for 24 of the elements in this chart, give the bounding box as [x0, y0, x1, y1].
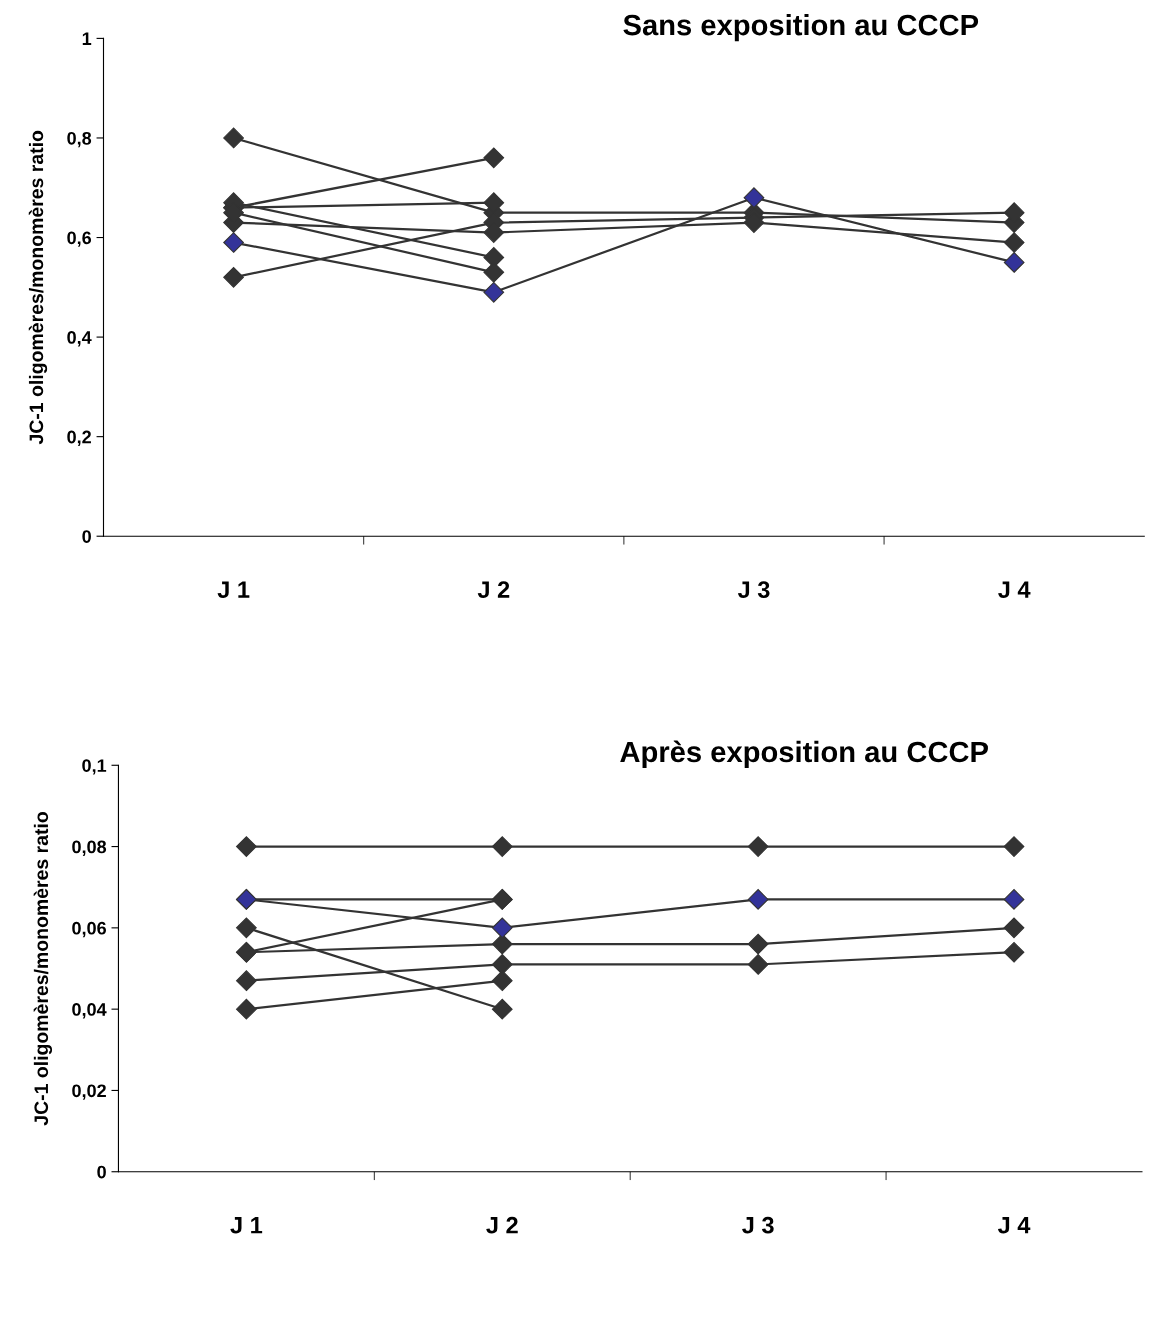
- x-tick-label: J 4: [997, 1217, 1031, 1234]
- x-tick-label: J 4: [998, 581, 1031, 599]
- x-tick-label: J 1: [230, 1217, 263, 1234]
- y-axis-title: JC-1 oligomères/monomères ratio: [33, 812, 53, 1126]
- y-tick-label: 0,02: [72, 1084, 106, 1100]
- y-tick-label: 0,06: [72, 921, 106, 938]
- x-tick-label: J 1: [217, 581, 250, 599]
- y-tick-label: 0,04: [72, 1003, 107, 1019]
- y-tick-label: 0,6: [67, 231, 92, 247]
- y-axis-title: JC-1 oligomères/monomères ratio: [28, 130, 48, 445]
- chart-title: Après exposition au CCCP: [620, 740, 988, 769]
- y-tick-label: 0,1: [82, 759, 107, 775]
- y-tick-label: 0,08: [72, 840, 107, 856]
- y-tick-label: 1: [82, 32, 92, 45]
- y-tick-label: 0,8: [67, 131, 92, 148]
- chart-title: Sans exposition au CCCP: [623, 13, 979, 42]
- y-tick-label: 0,4: [67, 331, 92, 347]
- x-tick-label: J 2: [486, 1216, 518, 1234]
- x-tick-label: J 3: [742, 1216, 774, 1234]
- y-tick-label: 0,2: [67, 430, 91, 446]
- y-tick-label: 0: [97, 1165, 106, 1179]
- y-tick-label: 0: [82, 530, 91, 543]
- x-tick-label: J 2: [477, 581, 510, 599]
- x-tick-label: J 3: [737, 581, 770, 599]
